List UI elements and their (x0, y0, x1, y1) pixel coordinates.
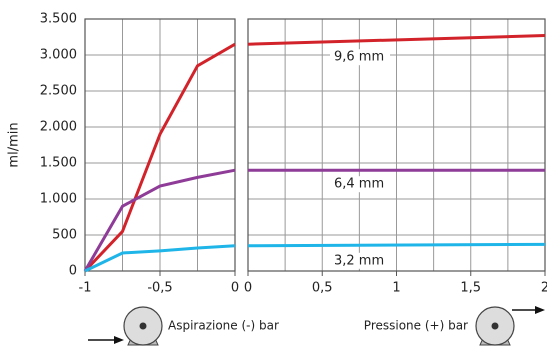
y-tick-label: 3.000 (40, 48, 77, 63)
x-tick-label: 0 (244, 281, 252, 296)
series-label: 9,6 mm (334, 50, 384, 65)
series-line (247, 34, 546, 46)
x-tick-label: -0,5 (147, 281, 172, 296)
series-line (83, 168, 236, 272)
pump-left (88, 306, 163, 346)
x-tick-label: 0,5 (312, 281, 333, 296)
label-bg (330, 176, 390, 193)
x-tick-label: 2 (541, 281, 547, 296)
y-tick-label: 500 (52, 228, 77, 243)
pump-right (475, 306, 545, 346)
series-line (84, 244, 236, 273)
x-tick-label: -1 (79, 281, 92, 296)
series-label: 6,4 mm (334, 177, 384, 192)
label-bg (330, 252, 390, 269)
x-tick-label: 1 (392, 281, 400, 296)
y-tick-label: 2.000 (40, 120, 77, 135)
footer-suction: Aspirazione (-) bar (168, 319, 279, 333)
series-label: 3,2 mm (334, 253, 384, 268)
y-tick-label: 3.500 (40, 12, 77, 27)
y-tick-label: 2.500 (40, 84, 77, 99)
x-tick-label: 1,5 (460, 281, 481, 296)
y-axis-label: ml/min (7, 122, 22, 167)
x-tick-label: 0 (231, 281, 239, 296)
y-tick-label: 0 (69, 264, 77, 279)
label-bg (330, 49, 390, 66)
footer-pressure: Pressione (+) bar (364, 319, 468, 333)
series-line (83, 42, 236, 273)
y-tick-label: 1.500 (40, 156, 77, 171)
y-tick-label: 1.000 (40, 192, 77, 207)
series-line (247, 242, 546, 248)
